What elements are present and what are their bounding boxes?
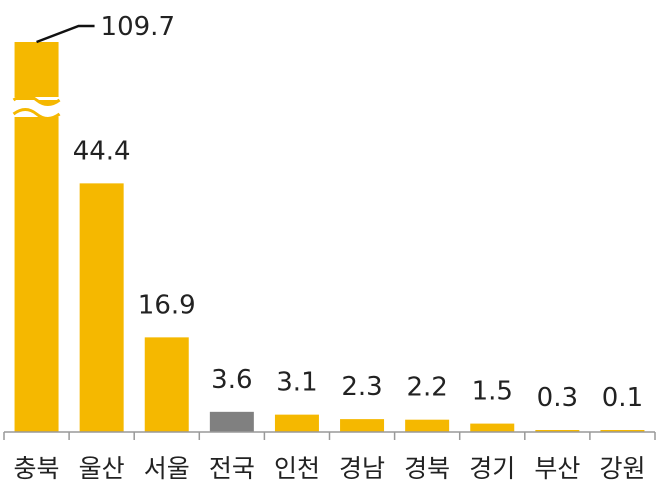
category-label-경기: 경기 bbox=[469, 454, 515, 483]
value-label-인천: 3.1 bbox=[276, 368, 317, 398]
value-label-충북: 109.7 bbox=[101, 12, 175, 42]
x-axis bbox=[3, 431, 656, 440]
bar-부산 bbox=[535, 430, 580, 432]
category-labels-group: 충북 울산 서울 전국 인천 경남 경북 경기 부산 강원 bbox=[14, 454, 646, 483]
axis-break-wave-top bbox=[12, 94, 61, 106]
value-label-경기: 1.5 bbox=[472, 377, 513, 407]
value-label-경북: 2.2 bbox=[406, 373, 447, 403]
category-label-인천: 인천 bbox=[274, 454, 320, 483]
bar-울산 bbox=[79, 183, 124, 432]
value-label-강원: 0.1 bbox=[602, 383, 643, 413]
bar-인천 bbox=[274, 414, 319, 432]
category-label-경남: 경남 bbox=[339, 454, 385, 483]
axis-break-wave-bottom bbox=[12, 108, 61, 120]
value-label-부산: 0.3 bbox=[537, 383, 578, 413]
bar-전국 bbox=[209, 411, 254, 432]
value-label-전국: 3.6 bbox=[211, 365, 252, 395]
category-label-충북: 충북 bbox=[14, 454, 60, 483]
bars-group bbox=[12, 42, 645, 432]
category-label-울산: 울산 bbox=[79, 454, 125, 483]
category-label-경북: 경북 bbox=[404, 454, 450, 483]
bar-경기 bbox=[470, 423, 515, 432]
bar-경남 bbox=[340, 419, 385, 432]
bar-서울 bbox=[144, 337, 189, 432]
bar-경북 bbox=[405, 419, 450, 432]
value-label-경남: 2.3 bbox=[341, 372, 382, 402]
bar-강원 bbox=[600, 430, 645, 432]
category-label-강원: 강원 bbox=[599, 454, 645, 483]
category-label-부산: 부산 bbox=[534, 454, 580, 483]
value-labels-group: 109.7 44.4 16.9 3.6 3.1 2.3 2.2 1.5 0.3 0.1 bbox=[36, 12, 643, 413]
value-label-울산: 44.4 bbox=[73, 136, 131, 166]
category-label-서울: 서울 bbox=[144, 454, 190, 483]
category-label-전국: 전국 bbox=[209, 454, 255, 483]
leader-line bbox=[36, 24, 95, 44]
value-label-서울: 16.9 bbox=[138, 290, 196, 320]
